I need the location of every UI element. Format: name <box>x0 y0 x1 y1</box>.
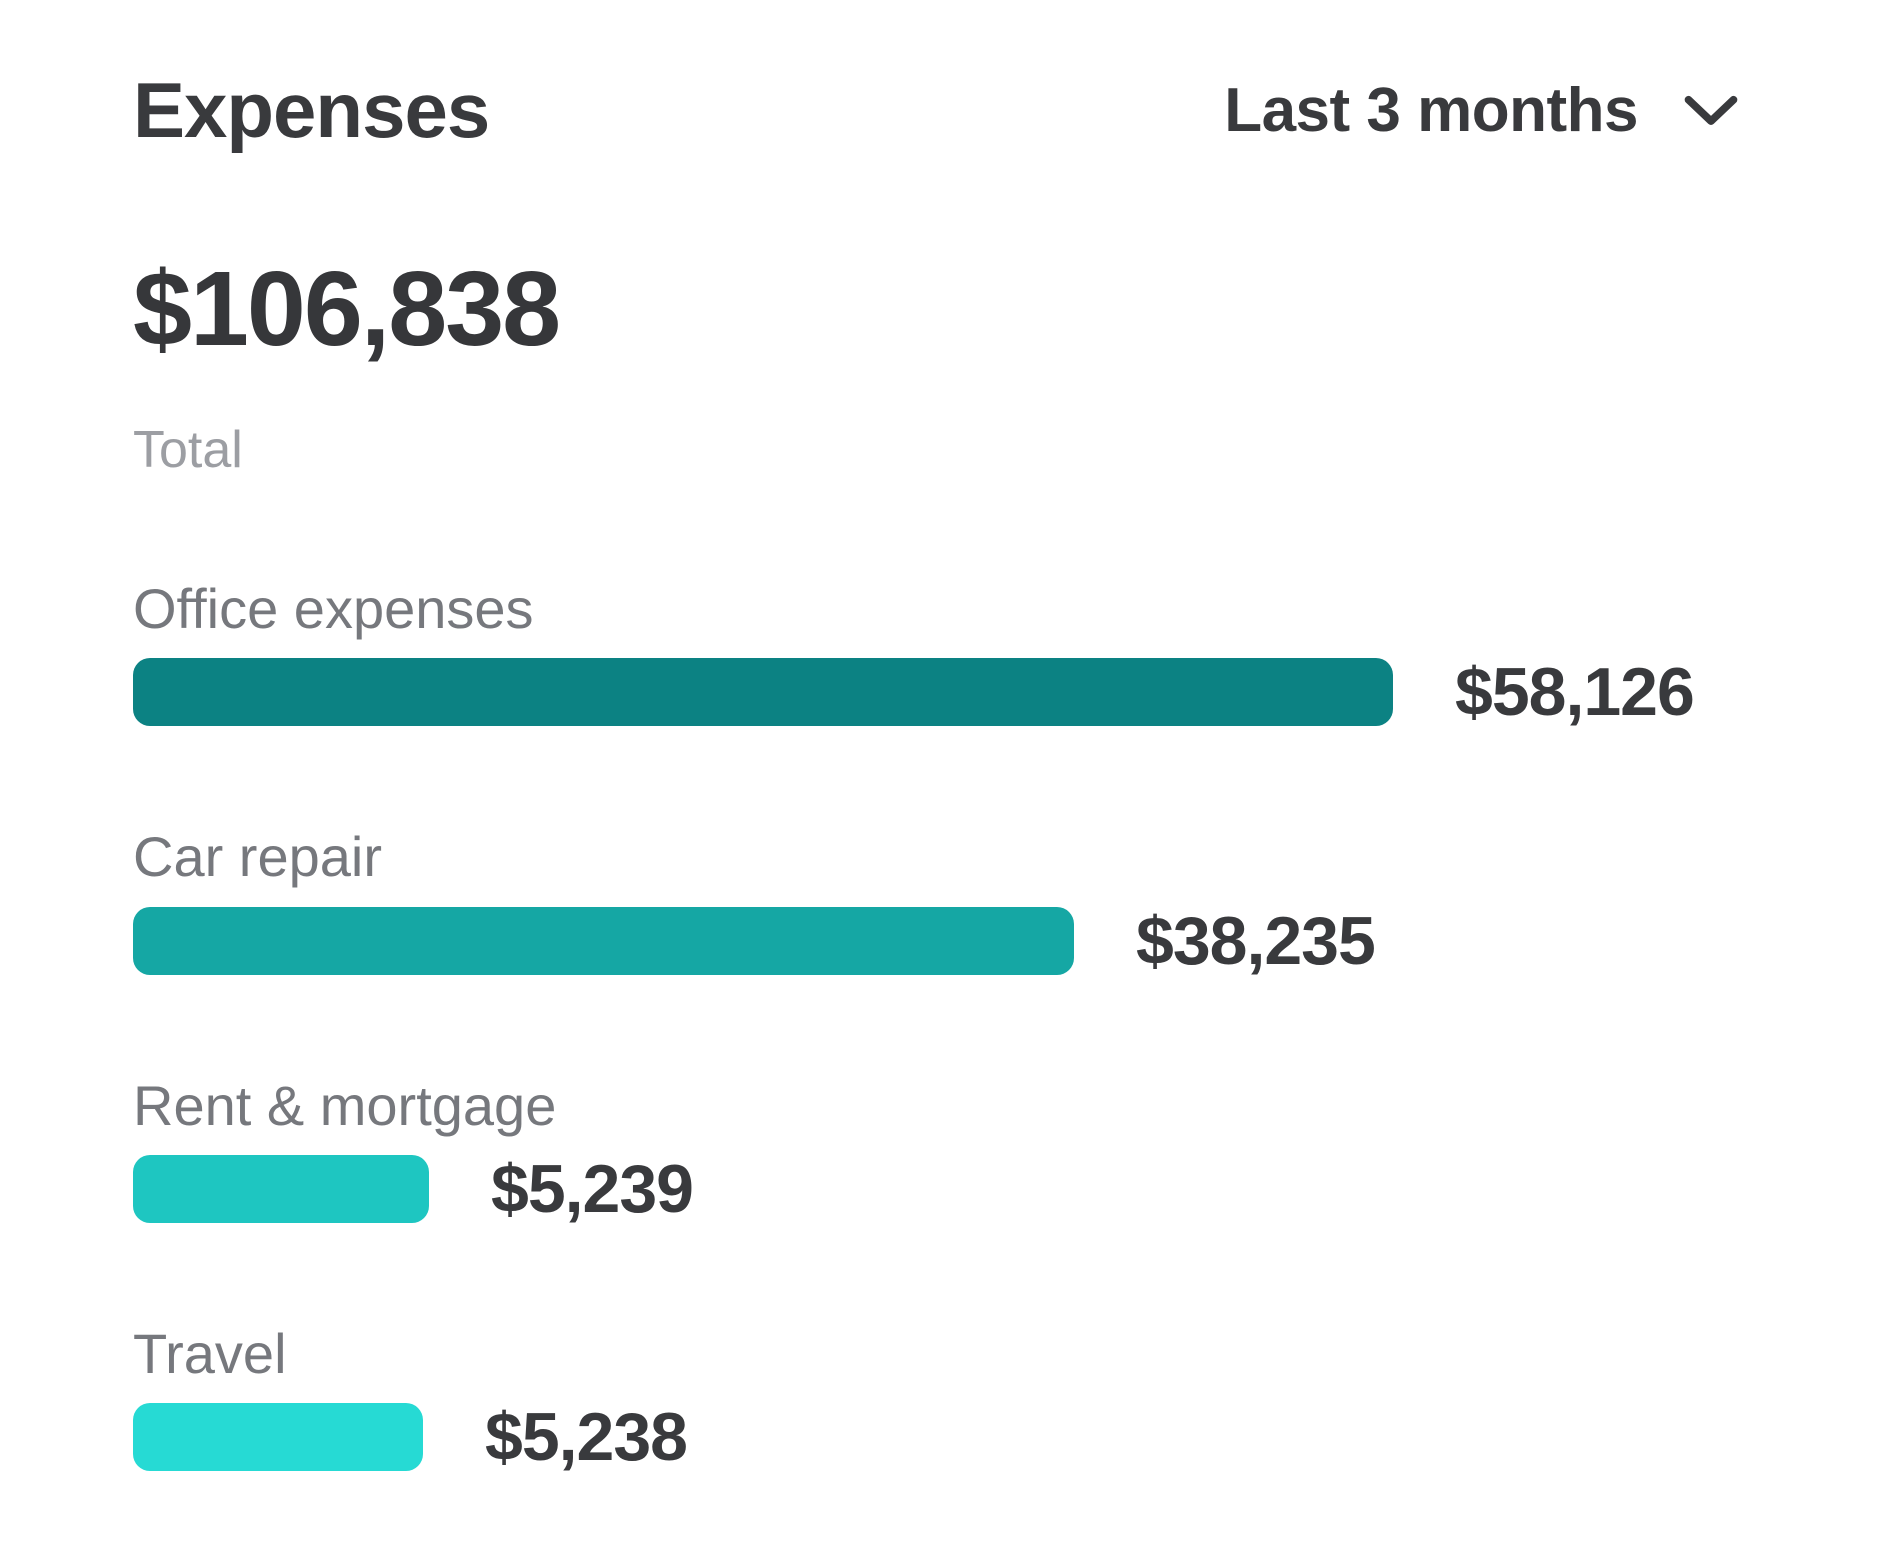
expense-row-rent-mortgage: Rent & mortgage $5,239 <box>133 1074 1770 1228</box>
bar-line: $5,238 <box>133 1398 1770 1476</box>
bar-value: $58,126 <box>1455 654 1695 731</box>
total-amount: $106,838 <box>133 249 561 368</box>
expense-row-car-repair: Car repair $38,235 <box>133 825 1770 979</box>
category-label: Office expenses <box>133 576 534 640</box>
category-label: Rent & mortgage <box>133 1073 557 1137</box>
expense-row-travel: Travel $5,238 <box>133 1322 1770 1476</box>
bar-value: $5,238 <box>485 1399 688 1476</box>
total-label: Total <box>133 421 243 480</box>
widget-header: Expenses Last 3 months <box>133 66 1770 154</box>
bar-office-expenses[interactable] <box>133 658 1393 727</box>
category-label: Travel <box>133 1322 287 1386</box>
bar-line: $5,239 <box>133 1150 1770 1228</box>
bar-value: $38,235 <box>1136 902 1376 979</box>
bar-rent-mortgage[interactable] <box>133 1155 429 1224</box>
bar-value: $5,239 <box>491 1151 694 1228</box>
chevron-down-icon <box>1684 95 1738 125</box>
bar-car-repair[interactable] <box>133 906 1074 975</box>
category-label: Car repair <box>133 825 382 889</box>
bar-travel[interactable] <box>133 1403 423 1472</box>
period-selector[interactable]: Last 3 months <box>1224 75 1738 146</box>
expense-bar-chart: Office expenses $58,126 Car repair $38,2… <box>133 577 1770 1477</box>
bar-line: $58,126 <box>133 653 1770 731</box>
bar-line: $38,235 <box>133 902 1770 980</box>
widget-title: Expenses <box>133 66 490 154</box>
period-selector-label: Last 3 months <box>1224 76 1638 146</box>
expense-row-office-expenses: Office expenses $58,126 <box>133 577 1770 731</box>
